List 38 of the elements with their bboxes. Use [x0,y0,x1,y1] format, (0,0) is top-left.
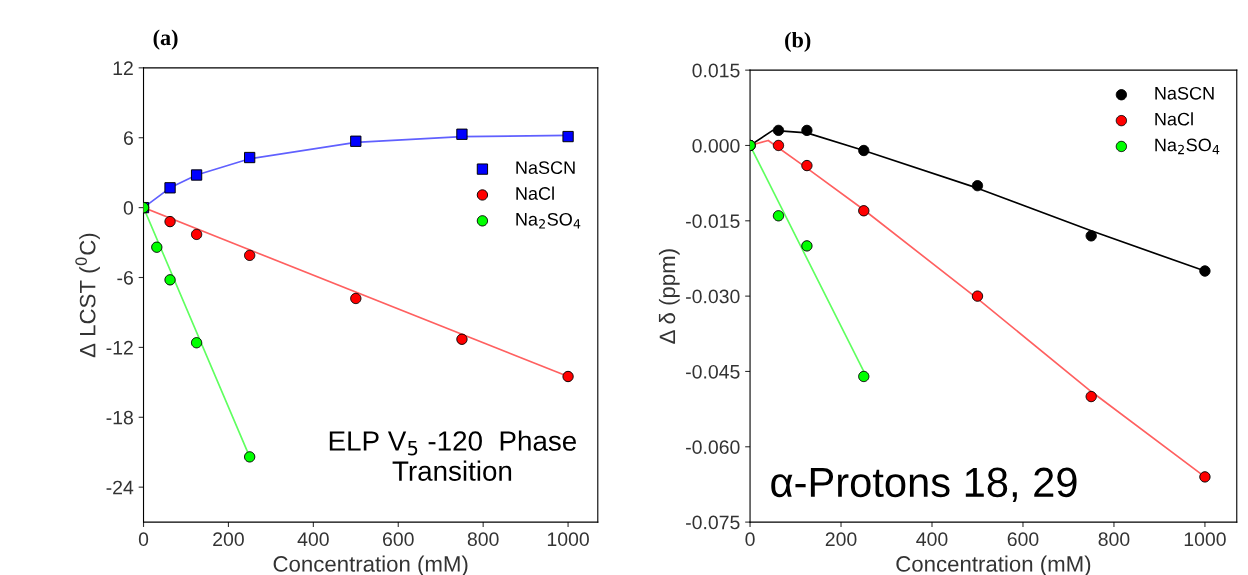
y-tick-label: -12 [106,340,133,355]
y-axis-title: Δ LCST ($^{0}$C) [75,233,100,358]
legend-label: NaCl [1155,112,1193,126]
annotation: ELP V$_{5}$ -120 Phase Transition [329,430,576,481]
x-tick-label: 1000 [547,532,589,547]
y-tick-label: -0.030 [686,289,740,304]
x-tick-label: 600 [1007,532,1039,547]
y-tick-label: -0.075 [686,515,740,530]
y-tick-label: -0.060 [686,440,740,455]
text: (b) [785,31,811,53]
y-axis-title: Δ δ (ppm) [658,249,680,344]
y-tick-label: 0.015 [692,63,740,78]
y-tick-label: 6 [123,131,133,145]
y-tick-label: 12 [113,61,133,75]
x-tick-label: 800 [1098,532,1130,547]
x-tick-label: 200 [213,532,244,547]
x-tick-label: 400 [297,532,329,547]
x-tick-label: 400 [916,532,948,547]
legend-label: NaCl [516,186,554,200]
y-tick-label: -6 [117,270,133,285]
x-tick-label: 1000 [1184,532,1226,547]
y-tick-label: -24 [106,480,134,495]
text: (a) [153,29,178,50]
y-tick-label: 0 [123,201,134,215]
legend-label: Na$_{2}$SO$_{4}$ [1155,138,1220,155]
legend-label: NaSCN [516,161,575,175]
x-tick-label: 200 [825,532,857,547]
y-tick-label: -18 [106,410,133,425]
x-tick-label: 600 [383,532,414,547]
y-tick-label: -0.015 [686,214,740,229]
x-tick-label: 800 [467,532,499,547]
legend-label: Na$_{2}$SO$_{4}$ [516,212,581,229]
x-tick-label: 0 [138,532,149,547]
annotation: α-Protons 18, 29 [771,467,1077,503]
x-tick-label: 0 [745,532,755,547]
y-tick-label: -0.045 [686,364,740,379]
legend-label: NaSCN [1155,86,1214,100]
y-tick-label: 0.000 [692,138,740,153]
